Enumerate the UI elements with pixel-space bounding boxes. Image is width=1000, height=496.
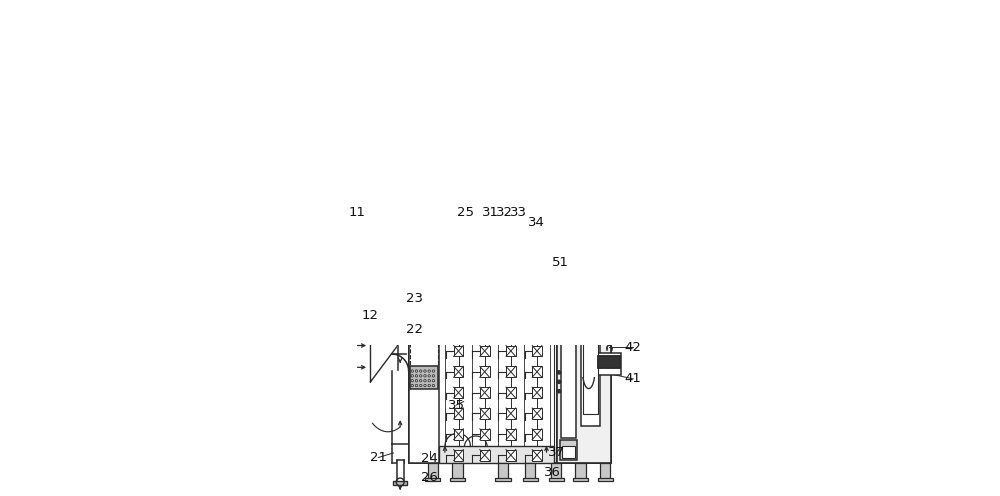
Bar [600,463,610,479]
Bar [506,449,516,460]
Bar [480,283,490,294]
Text: 41: 41 [625,372,642,385]
Bar [532,262,542,273]
Bar [480,408,490,419]
Bar [409,230,439,463]
Bar [532,325,542,336]
Text: 31: 31 [482,206,499,219]
Bar [480,429,490,439]
Bar [532,367,542,377]
Bar [598,356,620,368]
Text: 26: 26 [421,471,438,484]
Polygon shape [370,309,398,382]
Bar [562,446,575,458]
Text: 35: 35 [448,399,465,412]
Bar [428,463,438,479]
Text: 51: 51 [552,256,569,269]
Text: 37: 37 [548,446,565,459]
Bar [561,304,576,438]
Bar [480,262,490,273]
Bar [551,463,561,479]
Circle shape [557,371,561,374]
Bar [575,463,586,479]
Bar [454,304,463,315]
Bar [506,325,516,336]
Bar [454,325,463,336]
Bar [439,230,557,240]
Bar [532,346,542,357]
Bar [506,367,516,377]
Bar [439,446,554,463]
Bar [393,482,407,485]
Bar [532,449,542,460]
Circle shape [557,380,561,383]
Bar [506,242,516,252]
Bar [454,408,463,419]
Bar [454,429,463,439]
Bar [506,387,516,398]
Text: 24: 24 [421,451,438,465]
Bar [583,317,598,414]
Bar [597,353,621,374]
Bar [532,387,542,398]
Bar [454,449,463,460]
Bar [598,356,620,368]
Bar [573,478,588,482]
Bar [532,304,542,315]
Circle shape [557,389,561,393]
Bar [549,478,564,482]
Bar [480,242,490,252]
Bar [560,440,577,460]
Bar [409,230,611,463]
Bar [581,306,600,427]
Bar [525,463,535,479]
Bar [506,429,516,439]
Text: 25: 25 [457,206,474,219]
Bar [506,346,516,357]
Text: 23: 23 [406,292,423,305]
Bar [532,408,542,419]
Bar [410,366,438,388]
Bar [498,463,508,479]
Bar [480,387,490,398]
Bar [410,321,438,337]
Bar [506,283,516,294]
Bar [454,387,463,398]
Bar [506,304,516,315]
Bar [454,367,463,377]
Text: 34: 34 [528,216,545,230]
Bar [480,325,490,336]
Text: 36: 36 [544,466,560,479]
Bar [557,230,611,463]
Bar [454,346,463,357]
Bar [452,463,463,479]
Bar [480,346,490,357]
Bar [495,478,511,482]
Bar [425,478,440,482]
Bar [454,242,463,252]
Text: 22: 22 [406,323,423,336]
Text: 11: 11 [348,206,365,219]
Bar [454,262,463,273]
Bar [532,242,542,252]
Bar [506,262,516,273]
Bar [480,367,490,377]
Text: 21: 21 [370,451,387,464]
Text: 12: 12 [362,309,379,322]
Bar [480,304,490,315]
Text: 32: 32 [496,206,513,219]
Text: 33: 33 [510,206,527,219]
Bar [450,478,465,482]
Bar [480,449,490,460]
Bar [454,283,463,294]
Bar [532,429,542,439]
Bar [397,460,404,484]
Bar [598,478,613,482]
Text: 42: 42 [625,341,642,354]
Bar [523,478,538,482]
Bar [532,283,542,294]
Bar [506,408,516,419]
